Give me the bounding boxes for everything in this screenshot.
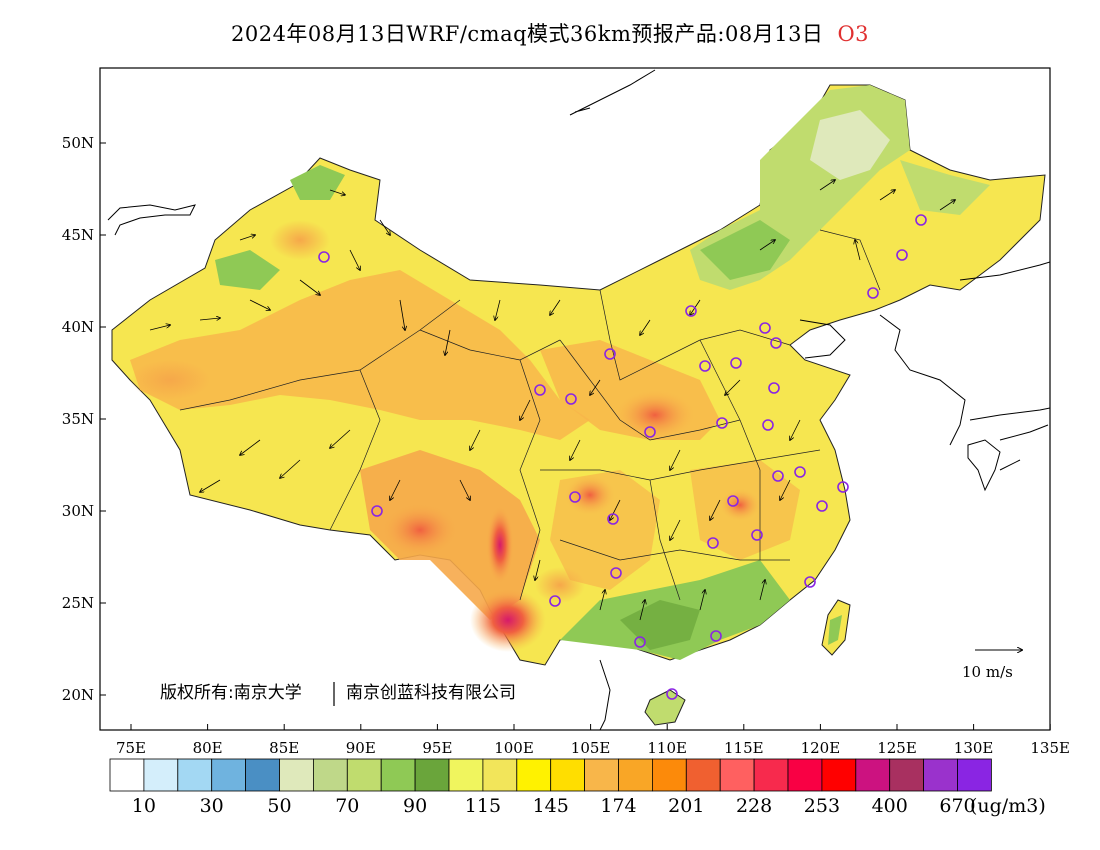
lon-tick-label: 110E — [647, 739, 687, 757]
lat-tick-label: 25N — [62, 594, 94, 612]
lon-tick-label: 115E — [724, 739, 764, 757]
map-frame — [99, 67, 1051, 731]
colorbar-swatch — [516, 758, 552, 792]
colorbar-swatch — [685, 758, 721, 792]
colorbar-label: 90 — [403, 795, 427, 817]
colorbar-swatch — [177, 758, 213, 792]
copyright-text: 版权所有:南京大学 — [160, 683, 302, 703]
colorbar-label: 400 — [872, 795, 908, 817]
map-title: 2024年08月13日WRF/cmaq模式36km预报产品:08月13日 O3 — [0, 18, 1100, 48]
colorbar-swatch — [923, 758, 958, 792]
colorbar-label: 10 — [132, 795, 156, 817]
colorbar-swatch — [312, 758, 348, 792]
latitude-axis: 50N 45N 40N 35N 30N 25N 20N — [62, 134, 106, 704]
colorbar-swatch — [448, 758, 484, 792]
lon-tick-label: 130E — [954, 739, 994, 757]
colorbar-swatch — [855, 758, 891, 792]
colorbar-swatch — [957, 758, 992, 792]
colorbar-swatch — [550, 758, 586, 792]
colorbar-label: 201 — [668, 795, 704, 817]
lat-tick-label: 50N — [62, 134, 94, 152]
colorbar — [109, 758, 992, 792]
colorbar-swatch — [821, 758, 857, 792]
coastlines — [107, 69, 1050, 730]
colorbar-label: 228 — [736, 795, 772, 817]
map-area — [100, 68, 1050, 730]
colorbar-swatch — [584, 758, 619, 792]
wind-reference-label: 10 m/s — [962, 663, 1013, 681]
colorbar-label: 145 — [533, 795, 569, 817]
lon-tick-label: 120E — [801, 739, 841, 757]
lat-tick-label: 30N — [62, 502, 94, 520]
colorbar-swatch — [245, 758, 280, 792]
longitude-axis: 75E 80E 85E 90E 95E 100E 105E 110E 115E 120E 125E 1… — [116, 724, 1070, 757]
lat-tick-label: 40N — [62, 318, 94, 336]
title-text: 2024年08月13日WRF/cmaq模式36km预报产品:08月13日 — [230, 22, 824, 46]
lon-tick-label: 75E — [116, 739, 146, 757]
colorbar-swatch — [753, 758, 789, 792]
colorbar-label: 70 — [335, 795, 359, 817]
colorbar-label: 670 — [939, 795, 975, 817]
colorbar-swatch — [787, 758, 823, 792]
lon-tick-label: 95E — [422, 739, 452, 757]
lon-tick-label: 100E — [494, 739, 534, 757]
province-borders — [179, 229, 881, 601]
colorbar-swatch — [143, 758, 179, 792]
colorbar-label: 50 — [267, 795, 291, 817]
colorbar-label: 30 — [200, 795, 224, 817]
lon-tick-label: 105E — [571, 739, 611, 757]
lat-tick-label: 20N — [62, 686, 94, 704]
lon-tick-label: 85E — [269, 739, 299, 757]
colorbar-swatch — [889, 758, 925, 792]
colorbar-swatch — [211, 758, 246, 792]
station-markers — [318, 214, 927, 700]
colorbar-swatch — [279, 758, 314, 792]
lon-tick-label: 90E — [346, 739, 376, 757]
colorbar-swatch — [346, 758, 382, 792]
colorbar-label: 174 — [600, 795, 636, 817]
lat-tick-label: 45N — [62, 226, 94, 244]
colorbar-label: 253 — [804, 795, 840, 817]
lon-tick-label: 125E — [877, 739, 917, 757]
colorbar-swatch — [482, 758, 518, 792]
colorbar-swatch — [109, 758, 145, 792]
lat-tick-label: 35N — [62, 410, 94, 428]
lon-tick-label: 135E — [1030, 739, 1070, 757]
colorbar-label: 115 — [465, 795, 501, 817]
colorbar-labels: 10 30 50 70 90 115 145 174 201 228 253 400 670 — [132, 795, 976, 817]
colorbar-swatch — [719, 758, 755, 792]
wind-vectors — [149, 180, 955, 621]
colorbar-swatch — [652, 758, 687, 792]
species-label: O3 — [837, 22, 870, 46]
copyright-org: 南京创蓝科技有限公司 — [346, 683, 516, 703]
lon-tick-label: 80E — [193, 739, 223, 757]
colorbar-unit: (ug/m3) — [970, 795, 1046, 817]
colorbar-swatch — [380, 758, 416, 792]
colorbar-swatch — [414, 758, 450, 792]
colorbar-swatch — [618, 758, 653, 792]
